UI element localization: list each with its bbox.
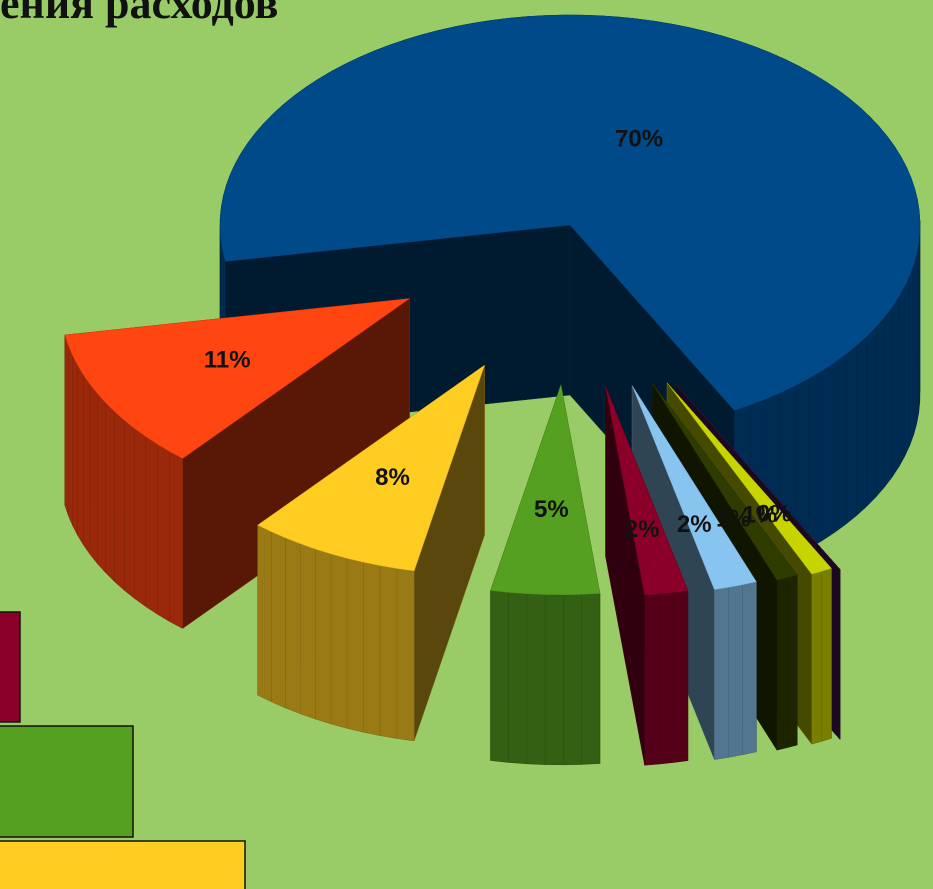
slice-side (157, 443, 170, 623)
slice-side (909, 264, 914, 446)
slice-side (658, 592, 674, 765)
slice-side (271, 531, 286, 709)
pie (64, 14, 921, 766)
slice-side (845, 344, 857, 525)
data-labels: 70%11%8%0%1%1%2%5%2% (204, 125, 792, 543)
slice-side (856, 335, 868, 517)
slice-top (490, 383, 601, 596)
chart-title: ения расходов (0, 0, 278, 28)
legend-swatch (0, 725, 134, 838)
slice-side (124, 419, 135, 600)
slice-side (728, 584, 743, 758)
data-label: 2% (625, 516, 660, 543)
slice-side (544, 594, 564, 766)
data-label: 2% (677, 511, 712, 538)
data-label: 1% (716, 505, 751, 532)
slice-top (257, 364, 486, 572)
slice-side (67, 345, 73, 526)
slice-side (97, 393, 106, 574)
slice-side (898, 285, 905, 468)
slice-top (631, 385, 757, 590)
legend-swatch (0, 840, 246, 889)
slice-top (605, 386, 689, 596)
slice-side (913, 254, 917, 436)
slice-side (285, 537, 301, 715)
slice-side (64, 334, 69, 516)
slice-side (821, 567, 832, 742)
slice-side (526, 593, 546, 765)
data-label: 8% (375, 464, 410, 491)
legend-swatch (0, 611, 21, 723)
slice-side (396, 568, 415, 742)
slice-top (652, 383, 798, 581)
slice-side (776, 577, 788, 751)
slice-side (581, 593, 601, 765)
slice-side (714, 587, 729, 760)
slice-side (83, 374, 91, 556)
slice-top (666, 382, 832, 575)
data-label: 5% (534, 496, 569, 523)
slice-side (808, 370, 823, 550)
slice-side (169, 451, 183, 629)
data-label: 70% (615, 125, 663, 152)
slice-side (786, 574, 798, 748)
slice-side (134, 428, 147, 608)
slice-side (916, 243, 919, 425)
slice-side (821, 362, 835, 542)
slice-side (330, 553, 348, 729)
slice-side (563, 594, 582, 766)
slice-side (379, 565, 398, 739)
slice-side (300, 543, 316, 720)
slice-side (105, 402, 115, 583)
slice-side (346, 558, 364, 733)
slice-top (219, 14, 921, 411)
slice-side (891, 295, 900, 478)
slice-side (145, 436, 158, 615)
slice-side (315, 548, 332, 725)
slice-side (77, 364, 84, 546)
slice-side (490, 590, 509, 763)
slice-top (64, 298, 411, 459)
slice-side (114, 411, 125, 591)
legend (0, 611, 246, 889)
slice-side (673, 590, 689, 763)
data-label: 0% (757, 501, 792, 528)
slice-side (742, 581, 757, 756)
data-label: 1% (743, 501, 778, 528)
slice-side (89, 383, 98, 565)
slice-side (833, 353, 847, 534)
slice-side (72, 355, 78, 536)
slice-side (811, 571, 822, 745)
slice-side (866, 326, 877, 507)
slice-side (363, 561, 381, 736)
slice-side (257, 524, 272, 703)
slice-side (875, 316, 885, 498)
data-label: 11% (204, 347, 251, 374)
slice-side (644, 593, 660, 766)
slice-side (884, 306, 893, 488)
slice-side (904, 275, 910, 457)
slice-side (508, 592, 528, 765)
